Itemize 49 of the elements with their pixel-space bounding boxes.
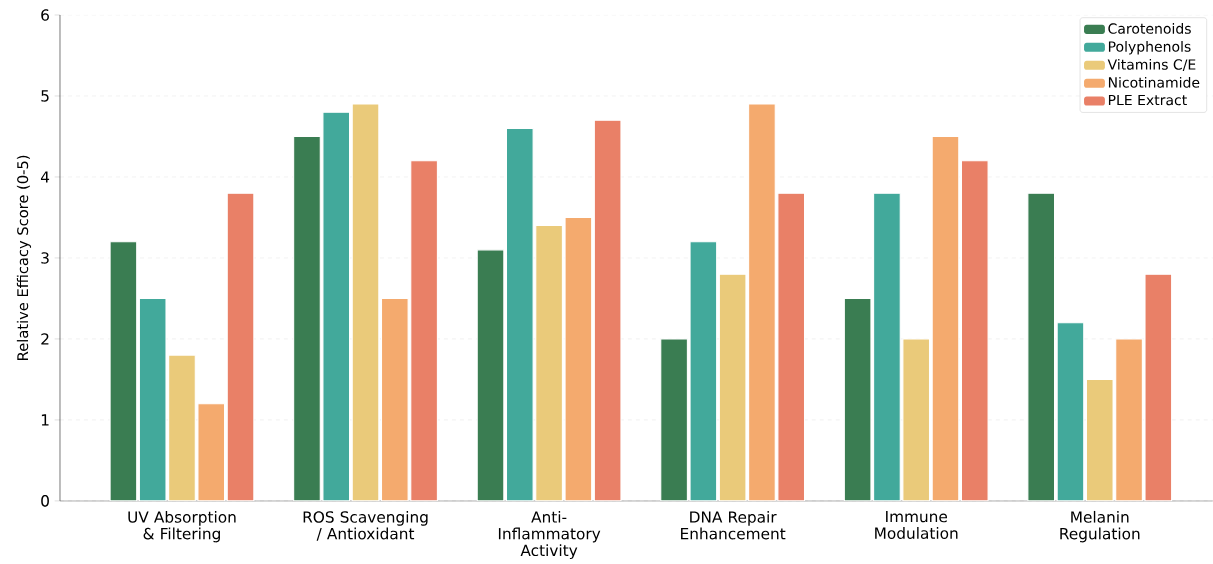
bar [960, 160, 989, 502]
bar [226, 192, 255, 502]
y-tick-label: 5 [41, 90, 49, 102]
bar [168, 354, 196, 502]
y-tick-label: 6 [41, 9, 49, 22]
x-tick-label: ROS Scavenging / Antioxidant [303, 511, 428, 541]
bar [777, 192, 806, 502]
bar [931, 136, 960, 502]
bar [902, 338, 931, 502]
bar [293, 136, 321, 502]
y-axis-title: Relative Efficacy Score (0-5) [16, 156, 32, 361]
bar [660, 338, 688, 502]
bar [843, 298, 872, 502]
bar [1144, 273, 1173, 502]
y-tick-label: 4 [40, 171, 50, 183]
bar [505, 128, 534, 502]
x-tick-label: DNA Repair Enhancement [681, 511, 786, 540]
bar [1056, 322, 1085, 502]
legend-label: Nicotinamide [1108, 77, 1200, 88]
bar [1027, 192, 1056, 502]
bar [689, 241, 718, 502]
bar [380, 298, 409, 502]
bar [873, 192, 901, 502]
bar [322, 111, 351, 502]
legend-label: PLE Extract [1108, 95, 1187, 106]
x-tick-label: Melanin Regulation [1060, 511, 1140, 543]
bar [138, 298, 167, 502]
bar [748, 103, 776, 502]
bar [109, 241, 138, 502]
y-tick-label: 3 [41, 252, 49, 264]
bar [351, 103, 380, 502]
x-tick-label: Immune Modulation [875, 511, 958, 540]
bar [197, 403, 226, 502]
bar [593, 119, 622, 502]
bar [410, 160, 438, 502]
bar [535, 225, 563, 502]
y-tick-label: 0 [41, 495, 49, 507]
y-tick-label: 1 [41, 414, 49, 426]
bar [1085, 379, 1114, 502]
bar [476, 249, 505, 502]
bar [718, 273, 747, 502]
legend-label: Carotenoids [1108, 23, 1191, 35]
x-tick-label: UV Absorption & Filtering [128, 511, 236, 543]
x-tick-label: Anti-Inflammatory Activity [498, 511, 601, 560]
y-tick-label: 2 [41, 333, 49, 345]
bar [564, 217, 593, 502]
bar [1115, 338, 1143, 502]
legend-label: Vitamins C/E [1107, 59, 1196, 72]
legend-label: Polyphenols [1108, 41, 1191, 55]
